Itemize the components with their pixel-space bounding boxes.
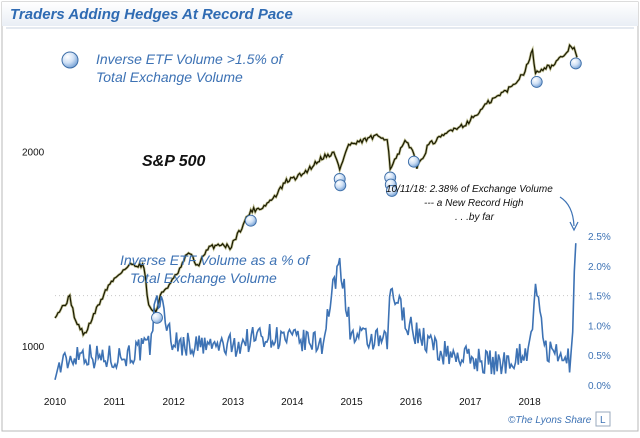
chart-title: Traders Adding Hedges At Record Pace bbox=[10, 6, 293, 23]
ratio-label-line1: Inverse ETF Volume as a % of bbox=[120, 252, 311, 268]
x-tick-label-6: 2016 bbox=[400, 397, 423, 408]
hedge-marker-9 bbox=[569, 57, 582, 70]
hedge-marker-1 bbox=[244, 214, 257, 227]
x-tick-label-3: 2013 bbox=[222, 397, 245, 408]
x-tick-label-1: 2011 bbox=[104, 397, 126, 408]
right-tick-label-5: 2.5% bbox=[588, 232, 611, 243]
series-group bbox=[53, 42, 579, 380]
right-tick-label-3: 1.5% bbox=[588, 292, 611, 303]
x-tick-label-7: 2017 bbox=[459, 397, 482, 408]
left-tick-label-0: 1000 bbox=[22, 342, 45, 353]
legend-marker bbox=[61, 51, 79, 69]
inverse-etf-series-line bbox=[54, 243, 577, 380]
record-note-line3: . . .by far bbox=[455, 212, 495, 223]
logo-box bbox=[595, 411, 611, 427]
record-arrow bbox=[559, 196, 575, 227]
right-tick-label-4: 2.0% bbox=[588, 262, 611, 273]
hedge-markers bbox=[151, 57, 582, 324]
record-note-line1: 10/11/18: 2.38% of Exchange Volume bbox=[386, 184, 553, 195]
copyright-text: ©The Lyons Share bbox=[508, 415, 592, 426]
right-tick-label-0: 0.0% bbox=[588, 381, 611, 392]
left-tick-label-1: 2000 bbox=[22, 148, 45, 159]
legend-marker-label-line2: Total Exchange Volume bbox=[96, 69, 243, 85]
hedge-marker-3 bbox=[334, 179, 347, 192]
title-band bbox=[2, 2, 638, 26]
right-tick-label-1: 0.5% bbox=[588, 351, 611, 362]
logo-letter: L bbox=[600, 415, 606, 426]
record-note-line2: --- a New Record High bbox=[424, 198, 524, 209]
sp500-label: S&P 500 bbox=[142, 153, 206, 170]
right-tick-label-2: 1.0% bbox=[588, 321, 611, 332]
ratio-label-line2: Total Exchange Volume bbox=[130, 270, 277, 286]
x-tick-label-0: 2010 bbox=[44, 397, 67, 408]
sp500-series-line bbox=[54, 43, 578, 337]
record-arrowhead bbox=[569, 221, 579, 232]
legend-marker-label-line1: Inverse ETF Volume >1.5% of bbox=[96, 51, 284, 67]
x-tick-label-5: 2015 bbox=[340, 397, 363, 408]
x-tick-label-4: 2014 bbox=[281, 397, 304, 408]
x-tick-label-8: 2018 bbox=[518, 397, 541, 408]
hedge-marker-0 bbox=[151, 311, 163, 324]
x-tick-label-2: 2012 bbox=[163, 397, 186, 408]
axes: 2010 2011 2012 2013 2014 2015 2016 2017 2018 1000… bbox=[22, 148, 611, 408]
hedge-marker-6 bbox=[385, 184, 398, 197]
hedge-marker-7 bbox=[407, 155, 420, 168]
hedge-marker-8 bbox=[530, 75, 543, 88]
